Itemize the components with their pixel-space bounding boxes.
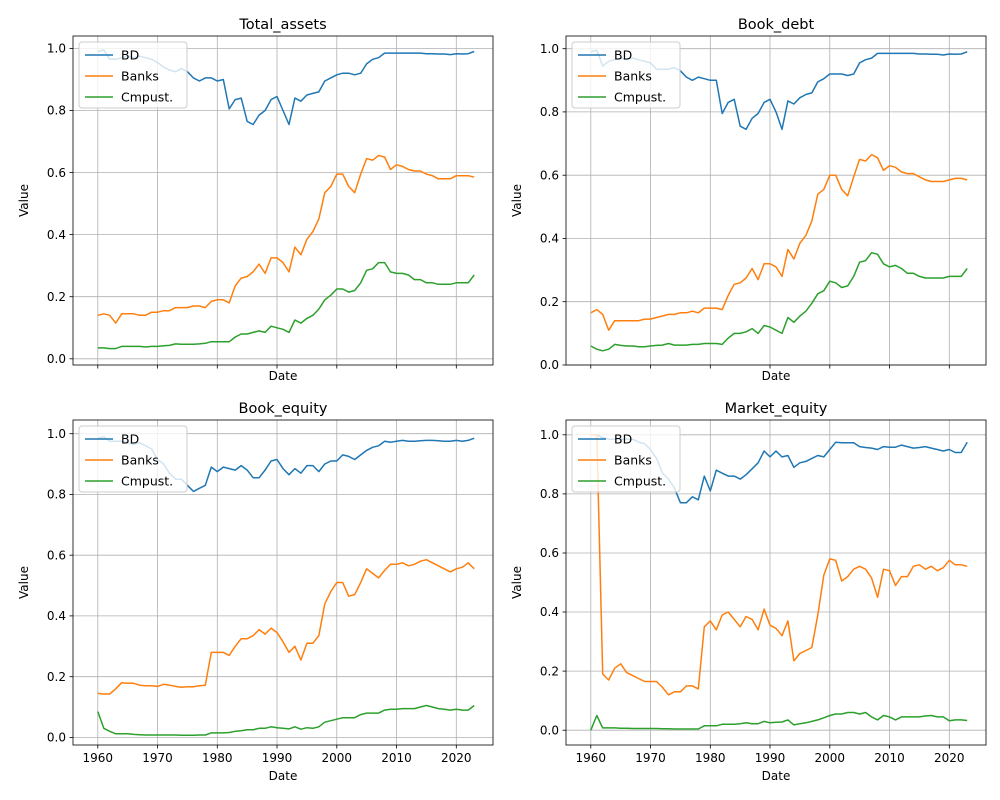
legend-box: [571, 41, 681, 109]
series-line-banks: [590, 153, 968, 331]
y-axis-label: Value: [17, 566, 31, 599]
legend-label: Banks: [121, 69, 159, 84]
legend-label: Cmpust.: [121, 90, 173, 105]
y-tick-label: 0.0: [47, 731, 66, 745]
legend-box: [78, 41, 188, 109]
x-tick-label: 1960: [576, 751, 607, 765]
y-tick-label: 1.0: [540, 428, 559, 442]
y-tick-label: 0.8: [47, 104, 66, 118]
y-tick-label: 0.2: [540, 295, 559, 309]
legend-label: Cmpust.: [614, 474, 666, 489]
x-tick-label: 1980: [695, 751, 726, 765]
y-tick-label: 0.0: [47, 352, 66, 366]
axes-frame: [565, 35, 987, 366]
y-tick-label: 0.4: [47, 609, 66, 623]
x-tick-label: 1970: [635, 751, 666, 765]
legend: BD Banks Cmpust.: [78, 425, 188, 493]
y-tick-label: 0.8: [540, 105, 559, 119]
legend-label: Banks: [614, 69, 652, 84]
series-line-cmpust: [97, 261, 475, 350]
x-axis-label: Date: [269, 769, 298, 783]
series-line-banks: [97, 154, 475, 324]
x-tick-label: 1960: [83, 751, 114, 765]
x-tick-label: 2010: [381, 751, 412, 765]
y-tick-label: 0.4: [540, 232, 559, 246]
subplot-market-equity: 1960 1970 1980 1990 2000 2010 2020 0.0 0.2 0.4 0.6…: [510, 401, 987, 783]
subplot-title: Book_equity: [239, 401, 328, 417]
legend-label: Banks: [121, 453, 159, 468]
legend-label: BD: [121, 432, 139, 447]
y-axis-label: Value: [17, 184, 31, 217]
legend-label: Cmpust.: [614, 90, 666, 105]
subplot-total-assets: 0.0 0.2 0.4 0.6 0.8 1.0 Total_assets Date Value B…: [17, 17, 494, 383]
series-line-banks: [590, 434, 968, 696]
x-tick-label: 2020: [441, 751, 472, 765]
y-tick-label: 0.2: [540, 664, 559, 678]
y-tick-label: 0.0: [540, 358, 559, 372]
y-axis-label: Value: [510, 566, 524, 599]
y-axis-label: Value: [510, 184, 524, 217]
legend-box: [78, 425, 188, 493]
legend-label: BD: [614, 48, 632, 63]
series-line-cmpust: [97, 704, 475, 737]
y-tick-label: 0.2: [47, 290, 66, 304]
axes-frame: [565, 419, 987, 746]
y-tick-label: 0.8: [47, 488, 66, 502]
axes-frame: [72, 35, 494, 366]
subplot-book-debt: 0.0 0.2 0.4 0.6 0.8 1.0 Book_debt Date Value BD Ba…: [510, 17, 987, 383]
y-tick-label: 0.4: [540, 605, 559, 619]
legend: BD Banks Cmpust.: [571, 41, 681, 109]
x-tick-label: 2020: [934, 751, 965, 765]
x-tick-label: 1980: [202, 751, 233, 765]
y-tick-label: 0.6: [540, 546, 559, 560]
x-tick-label: 1970: [142, 751, 173, 765]
series-line-cmpust: [590, 251, 968, 352]
subplot-book-equity: 1960 1970 1980 1990 2000 2010 2020 0.0 0.2 0.4 0.6…: [17, 401, 494, 783]
x-tick-label: 2000: [815, 751, 846, 765]
x-axis-label: Date: [762, 369, 791, 383]
y-tick-label: 0.4: [47, 228, 66, 242]
subplot-grid: 0.0 0.2 0.4 0.6 0.8 1.0 Total_assets Date Value B…: [17, 17, 987, 783]
x-tick-label: 2010: [874, 751, 905, 765]
y-tick-label: 0.0: [540, 723, 559, 737]
subplot-title: Total_assets: [238, 17, 326, 33]
y-tick-label: 1.0: [47, 427, 66, 441]
legend-label: BD: [614, 432, 632, 447]
y-tick-label: 0.6: [47, 166, 66, 180]
x-axis-label: Date: [269, 369, 298, 383]
legend-label: BD: [121, 48, 139, 63]
legend: BD Banks Cmpust.: [571, 425, 681, 493]
axes-frame: [72, 419, 494, 746]
x-tick-label: 1990: [755, 751, 786, 765]
y-tick-label: 0.2: [47, 670, 66, 684]
series-line-cmpust: [590, 711, 968, 731]
legend-box: [571, 425, 681, 493]
legend-label: Cmpust.: [121, 474, 173, 489]
x-axis-label: Date: [762, 769, 791, 783]
subplot-title: Market_equity: [725, 401, 828, 417]
legend-label: Banks: [614, 453, 652, 468]
y-tick-label: 1.0: [540, 42, 559, 56]
y-tick-label: 1.0: [47, 42, 66, 56]
y-tick-label: 0.6: [540, 168, 559, 182]
x-tick-label: 2000: [322, 751, 353, 765]
series-line-banks: [97, 558, 475, 695]
subplot-title: Book_debt: [738, 17, 815, 33]
legend: BD Banks Cmpust.: [78, 41, 188, 109]
x-tick-label: 1990: [262, 751, 293, 765]
y-tick-label: 0.8: [540, 487, 559, 501]
y-tick-label: 0.6: [47, 548, 66, 562]
